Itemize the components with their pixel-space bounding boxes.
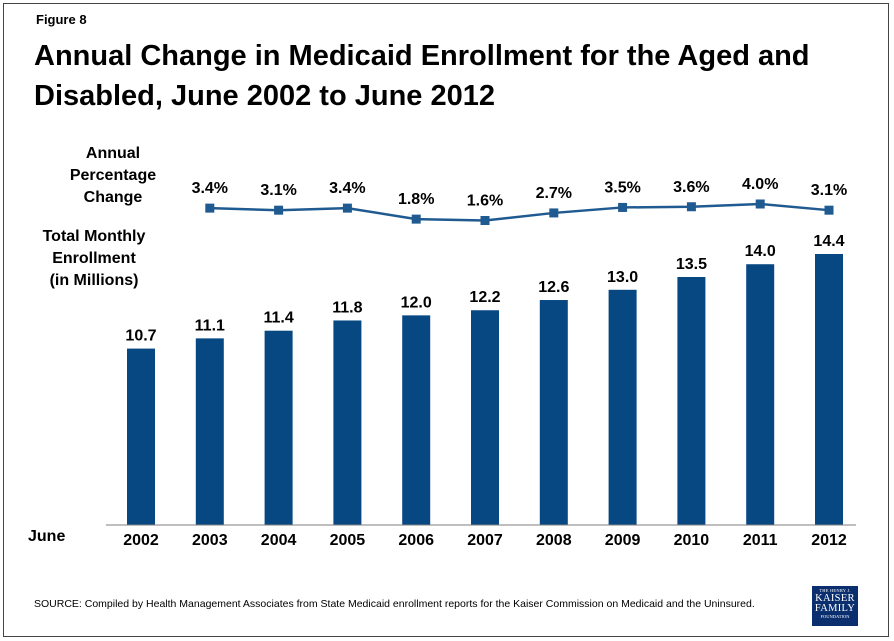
pct-label-line3: Change: [83, 189, 143, 206]
bar-2002: [127, 348, 155, 525]
pct-label-line1: Annual: [85, 145, 141, 162]
x-tick-label-2008: 2008: [536, 532, 572, 549]
enroll-label-line3: (in Millions): [49, 272, 139, 289]
percent-marker-2008: [549, 208, 559, 218]
percent-label-2006: 1.8%: [398, 191, 434, 208]
bar-value-label-2005: 11.8: [332, 299, 362, 316]
annual-percentage-change-label: Annual Percentage Change: [48, 143, 178, 209]
x-tick-label-2004: 2004: [261, 532, 297, 549]
bar-value-label-2007: 12.2: [469, 289, 500, 306]
x-tick-label-2009: 2009: [605, 532, 641, 549]
bar-value-label-2004: 11.4: [263, 310, 293, 327]
bar-value-label-2011: 14.0: [745, 243, 776, 260]
percent-label-2010: 3.6%: [673, 179, 709, 196]
percent-label-2007: 1.6%: [467, 193, 503, 210]
bar-2012: [815, 254, 843, 525]
percent-marker-2011: [755, 199, 765, 209]
x-tick-label-2003: 2003: [192, 532, 228, 549]
kaiser-family-foundation-logo: THE HENRY J. KAISER FAMILY FOUNDATION: [812, 586, 858, 626]
enroll-label-line2: Enrollment: [52, 250, 136, 267]
bar-2007: [471, 310, 499, 525]
figure-label: Figure 8: [36, 12, 87, 27]
logo-line1: THE HENRY J.: [819, 588, 851, 593]
x-tick-label-2006: 2006: [398, 532, 434, 549]
percent-label-2012: 3.1%: [811, 182, 847, 199]
percent-marker-2004: [274, 205, 284, 215]
logo-line3: FAMILY: [814, 603, 856, 614]
enroll-label-line1: Total Monthly: [42, 228, 146, 245]
percent-label-2008: 2.7%: [536, 185, 572, 202]
bar-2008: [539, 300, 568, 525]
bar-2009: [608, 289, 637, 525]
logo-line4: FOUNDATION: [820, 614, 850, 619]
percent-label-2005: 3.4%: [329, 180, 365, 197]
bar-value-label-2003: 11.1: [195, 317, 225, 334]
percent-change-line: [209, 202, 830, 222]
x-axis-june-label: June: [28, 528, 66, 545]
bar-2006: [402, 315, 431, 525]
x-tick-label-2012: 2012: [811, 532, 847, 549]
bar-value-label-2010: 13.5: [676, 256, 707, 273]
bar-2005: [333, 320, 362, 525]
bar-value-label-2006: 12.0: [401, 294, 432, 311]
bar-2010: [677, 277, 706, 525]
percent-marker-2009: [618, 202, 628, 212]
logo-line2: KAISER: [815, 593, 855, 604]
x-tick-label-2010: 2010: [674, 532, 710, 549]
x-tick-label-2002: 2002: [123, 532, 159, 549]
percent-label-2011: 4.0%: [742, 176, 778, 193]
figure-frame: [3, 3, 889, 637]
chart-title: Annual Change in Medicaid Enrollment for…: [34, 40, 810, 112]
total-monthly-enrollment-label: Total Monthly Enrollment (in Millions): [22, 226, 166, 292]
percent-marker-2007: [480, 216, 490, 225]
percent-marker-2005: [342, 203, 352, 213]
pct-label-line2: Percentage: [69, 167, 157, 184]
percent-label-2004: 3.1%: [260, 182, 296, 199]
bar-2004: [264, 330, 293, 525]
bar-value-label-2009: 13.0: [607, 269, 638, 286]
x-tick-label-2011: 2011: [743, 532, 778, 549]
percent-label-2009: 3.5%: [604, 179, 640, 196]
percent-label-2003: 3.4%: [192, 180, 228, 197]
percent-marker-2012: [824, 205, 834, 215]
bar-value-label-2008: 12.6: [538, 279, 569, 296]
percent-marker-2003: [205, 203, 215, 213]
bar-value-label-2002: 10.7: [125, 328, 156, 345]
x-tick-label-2007: 2007: [467, 532, 503, 549]
percent-marker-2010: [686, 202, 696, 212]
bar-2011: [746, 264, 775, 525]
bar-value-label-2012: 14.4: [813, 233, 844, 250]
source-note: SOURCE: Compiled by Health Management As…: [34, 598, 755, 610]
percent-marker-2006: [411, 214, 421, 224]
x-tick-label-2005: 2005: [330, 532, 366, 549]
bar-2003: [195, 338, 224, 525]
